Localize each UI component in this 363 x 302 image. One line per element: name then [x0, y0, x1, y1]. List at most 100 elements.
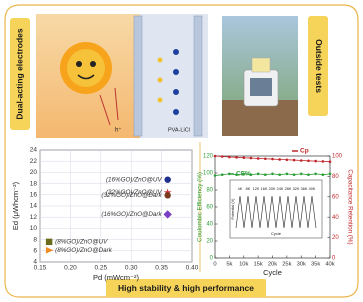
banner: High stability & high performance	[118, 283, 254, 293]
point	[278, 158, 281, 161]
point-label: (8%GO)/ZnO@UV	[55, 239, 108, 246]
y-axis-title: Ed (μWhcm⁻²)	[11, 181, 20, 230]
point	[322, 160, 325, 163]
point	[314, 173, 317, 176]
x-tick-label: 35k	[311, 262, 320, 268]
y-axis-title: Coulombic Efficiency (%)	[197, 172, 204, 242]
inset-label: 20K	[269, 187, 276, 191]
point	[235, 156, 238, 159]
point	[307, 173, 310, 176]
point	[286, 158, 289, 161]
electrodes-label: Dual-acting electrodes	[14, 28, 24, 119]
hole-label: h⁺	[115, 127, 122, 134]
point-label: (32%GO)/ZnO@Dark	[101, 192, 162, 199]
inset-label: 16K	[261, 187, 268, 191]
x-axis-title: Pd (mWcm⁻²)	[93, 273, 140, 282]
y2-tick-label: 20	[332, 235, 339, 241]
x-tick-label: 0.20	[64, 265, 77, 272]
x-axis-title: Cycle	[263, 268, 282, 277]
x-tick-label: 0.25	[94, 265, 107, 272]
point	[293, 159, 296, 162]
y-tick-label: 18	[30, 180, 38, 187]
point	[293, 173, 296, 176]
legend-label: Cp	[300, 148, 309, 155]
x-tick-label: 15k	[253, 262, 262, 268]
point	[271, 158, 274, 161]
point	[329, 160, 332, 163]
y-tick-label: 10	[30, 225, 38, 232]
y2-tick-label: 60	[332, 194, 339, 200]
inset-label: 32K	[293, 187, 300, 191]
point	[46, 239, 52, 245]
y-tick-label: 100	[203, 171, 214, 177]
page: h⁺ PVA-LiCl Dual-acting electrodes Outsi…	[0, 0, 363, 302]
point	[322, 173, 325, 176]
inset-label: 28K	[285, 187, 292, 191]
electrode	[194, 16, 202, 136]
point	[164, 192, 170, 198]
photo-screen	[250, 78, 272, 96]
point	[300, 159, 303, 162]
x-tick-label: 0.15	[34, 265, 47, 272]
y2-axis-title: Capacitance Retention (%)	[346, 169, 353, 244]
point	[307, 159, 310, 162]
y2-tick-label: 80	[332, 174, 339, 180]
y-tick-label: 80	[206, 188, 213, 194]
point	[257, 157, 260, 160]
point	[264, 173, 267, 176]
y-tick-label: 14	[30, 203, 38, 210]
y-tick-label: 16	[30, 192, 38, 199]
photo-cell	[252, 58, 270, 72]
electrolyte-label: PVA-LiCl	[168, 127, 190, 133]
y2-tick-label: 40	[332, 215, 339, 221]
y-tick-label: 24	[30, 147, 38, 154]
electrode	[134, 16, 142, 136]
inset-x-title: Cycle	[271, 231, 282, 236]
point	[278, 173, 281, 176]
inset-label: 40K	[309, 187, 316, 191]
point	[164, 176, 170, 182]
point-label: (16%GO)/ZnO@UV	[106, 176, 163, 183]
point	[286, 173, 289, 176]
y-tick-label: 40	[206, 222, 213, 228]
inset-y-title: Potential (V)	[231, 198, 235, 220]
point	[228, 156, 231, 159]
point	[329, 173, 332, 176]
point	[214, 174, 217, 177]
x-tick-label: 25k	[282, 262, 291, 268]
point-label: (16%GO)/ZnO@Dark	[101, 211, 162, 218]
point	[271, 173, 274, 176]
x-tick-label: 30k	[297, 262, 306, 268]
inset-label: 8K	[246, 187, 251, 191]
inset-label: 24K	[277, 187, 284, 191]
x-tick-label: 0.30	[125, 265, 138, 272]
x-tick-label: 0	[213, 262, 216, 268]
x-tick-label: 40k	[325, 262, 334, 268]
y-tick-label: 20	[30, 169, 38, 176]
y-tick-label: 22	[30, 158, 38, 165]
x-tick-label: 20k	[268, 262, 277, 268]
x-tick-label: 0.35	[155, 265, 168, 272]
point	[250, 157, 253, 160]
y-tick-label: 8	[33, 236, 37, 243]
y2-tick-label: 100	[332, 154, 343, 160]
point	[264, 157, 267, 160]
point-label: (8%GO)/ZnO@Dark	[55, 247, 113, 254]
inset-label: 36K	[301, 187, 308, 191]
point	[221, 173, 224, 176]
point	[300, 173, 303, 176]
point	[214, 155, 217, 158]
point	[257, 173, 260, 176]
y-tick-label: 120	[203, 154, 214, 160]
sun	[60, 42, 112, 94]
legend-label: CE%	[236, 171, 251, 178]
x-tick-label: 0.40	[186, 265, 199, 272]
inset-label: 4K	[238, 187, 243, 191]
outside-label: Outside tests	[314, 39, 324, 93]
point	[221, 155, 224, 158]
inset-label: 12K	[253, 187, 260, 191]
y-tick-label: 20	[206, 239, 213, 245]
y-tick-label: 12	[30, 214, 38, 221]
point	[314, 160, 317, 163]
graphical-abstract: h⁺ PVA-LiCl Dual-acting electrodes Outsi…	[0, 0, 363, 302]
